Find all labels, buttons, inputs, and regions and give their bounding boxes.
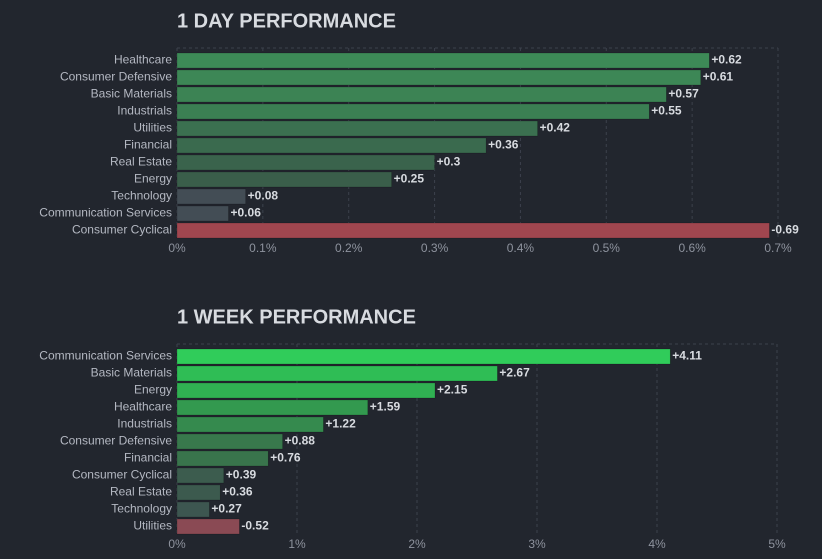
x-tick-label: 1% [288,537,306,551]
chart-title: 1 DAY PERFORMANCE [177,10,396,32]
value-label: +0.08 [248,189,279,203]
x-tick-label: 0% [168,537,186,551]
bar [176,69,701,86]
category-label: Basic Materials [91,366,172,380]
category-label: Consumer Cyclical [72,468,172,482]
category-label: Consumer Defensive [60,434,172,448]
bar [176,137,487,154]
bar [176,501,210,518]
category-label: Industrials [117,104,172,118]
x-tick-label: 5% [768,537,786,551]
bar [176,188,246,205]
x-tick-label: 3% [528,537,546,551]
value-label: +0.27 [211,502,242,516]
x-tick-label: 0.4% [507,241,535,255]
category-label: Healthcare [114,53,172,67]
value-label: +2.15 [437,383,468,397]
bar [176,222,770,239]
x-tick-label: 2% [408,537,426,551]
value-label: -0.52 [241,519,269,533]
bar [176,120,538,137]
bar [176,171,392,188]
x-tick-label: 0.6% [678,241,706,255]
value-label: +4.11 [672,349,702,363]
bar [176,467,225,484]
category-label: Real Estate [110,155,172,169]
category-label: Communication Services [39,206,172,220]
value-label: +0.06 [231,206,262,220]
bar [176,103,650,120]
category-label: Financial [124,138,172,152]
chart-title: 1 WEEK PERFORMANCE [177,306,416,328]
value-label: +0.36 [488,138,519,152]
category-label: Energy [134,383,172,397]
value-label: +0.25 [394,172,425,186]
value-label: +0.39 [226,468,257,482]
x-tick-label: 0.3% [421,241,449,255]
category-label: Utilities [133,519,172,533]
bar [176,52,710,69]
x-tick-label: 4% [648,537,666,551]
category-label: Communication Services [39,349,172,363]
category-label: Basic Materials [91,87,172,101]
value-label: +0.61 [703,70,734,84]
bar [176,484,221,501]
bar [176,382,436,399]
value-label: +0.55 [651,104,682,118]
category-label: Technology [111,189,172,203]
value-label: +0.57 [668,87,699,101]
bar [176,154,435,171]
category-label: Healthcare [114,400,172,414]
value-label: +0.42 [540,121,571,135]
category-label: Financial [124,451,172,465]
value-label: -0.69 [771,223,799,237]
bar [176,518,240,535]
bar [176,205,229,222]
bar [176,365,498,382]
category-label: Technology [111,502,172,516]
category-label: Consumer Cyclical [72,223,172,237]
category-label: Industrials [117,417,172,431]
bar [176,399,369,416]
value-label: +2.67 [499,366,530,380]
value-label: +1.59 [370,400,401,414]
category-label: Energy [134,172,172,186]
bar [176,348,671,365]
x-tick-label: 0.1% [249,241,277,255]
bar [176,86,667,103]
category-label: Utilities [133,121,172,135]
category-label: Consumer Defensive [60,70,172,84]
value-label: +0.62 [711,53,742,67]
value-label: +0.76 [270,451,301,465]
value-label: +0.36 [222,485,253,499]
x-tick-label: 0.5% [593,241,621,255]
category-label: Real Estate [110,485,172,499]
value-label: +0.88 [285,434,316,448]
value-label: +1.22 [325,417,356,431]
bar [176,433,283,450]
bar [176,450,269,467]
x-tick-label: 0.2% [335,241,363,255]
value-label: +0.3 [437,155,461,169]
x-tick-label: 0.7% [764,241,792,255]
x-tick-label: 0% [168,241,186,255]
bar [176,416,324,433]
